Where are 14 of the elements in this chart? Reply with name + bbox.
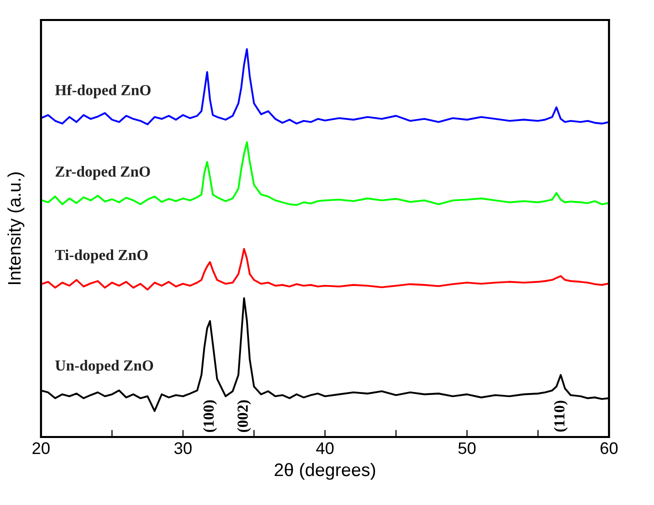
- annotation: (002): [237, 400, 251, 432]
- series-label: Hf-doped ZnO: [55, 84, 151, 98]
- annotation: (110): [554, 400, 568, 432]
- x-tick-label: 30: [174, 442, 192, 454]
- x-tick-label: 40: [316, 442, 334, 454]
- x-tick-label: 60: [600, 442, 618, 454]
- series-label: Un-doped ZnO: [55, 360, 154, 374]
- x-axis-title: 2θ (degrees): [274, 462, 376, 480]
- y-axis-title: Intensity (a.u.): [8, 172, 24, 284]
- x-tick-label: 20: [32, 442, 50, 454]
- series-label: Ti-doped ZnO: [55, 249, 148, 264]
- annotation: (100): [203, 400, 217, 432]
- x-tick-label: 50: [458, 442, 476, 454]
- series-label: Zr-doped ZnO: [56, 166, 150, 180]
